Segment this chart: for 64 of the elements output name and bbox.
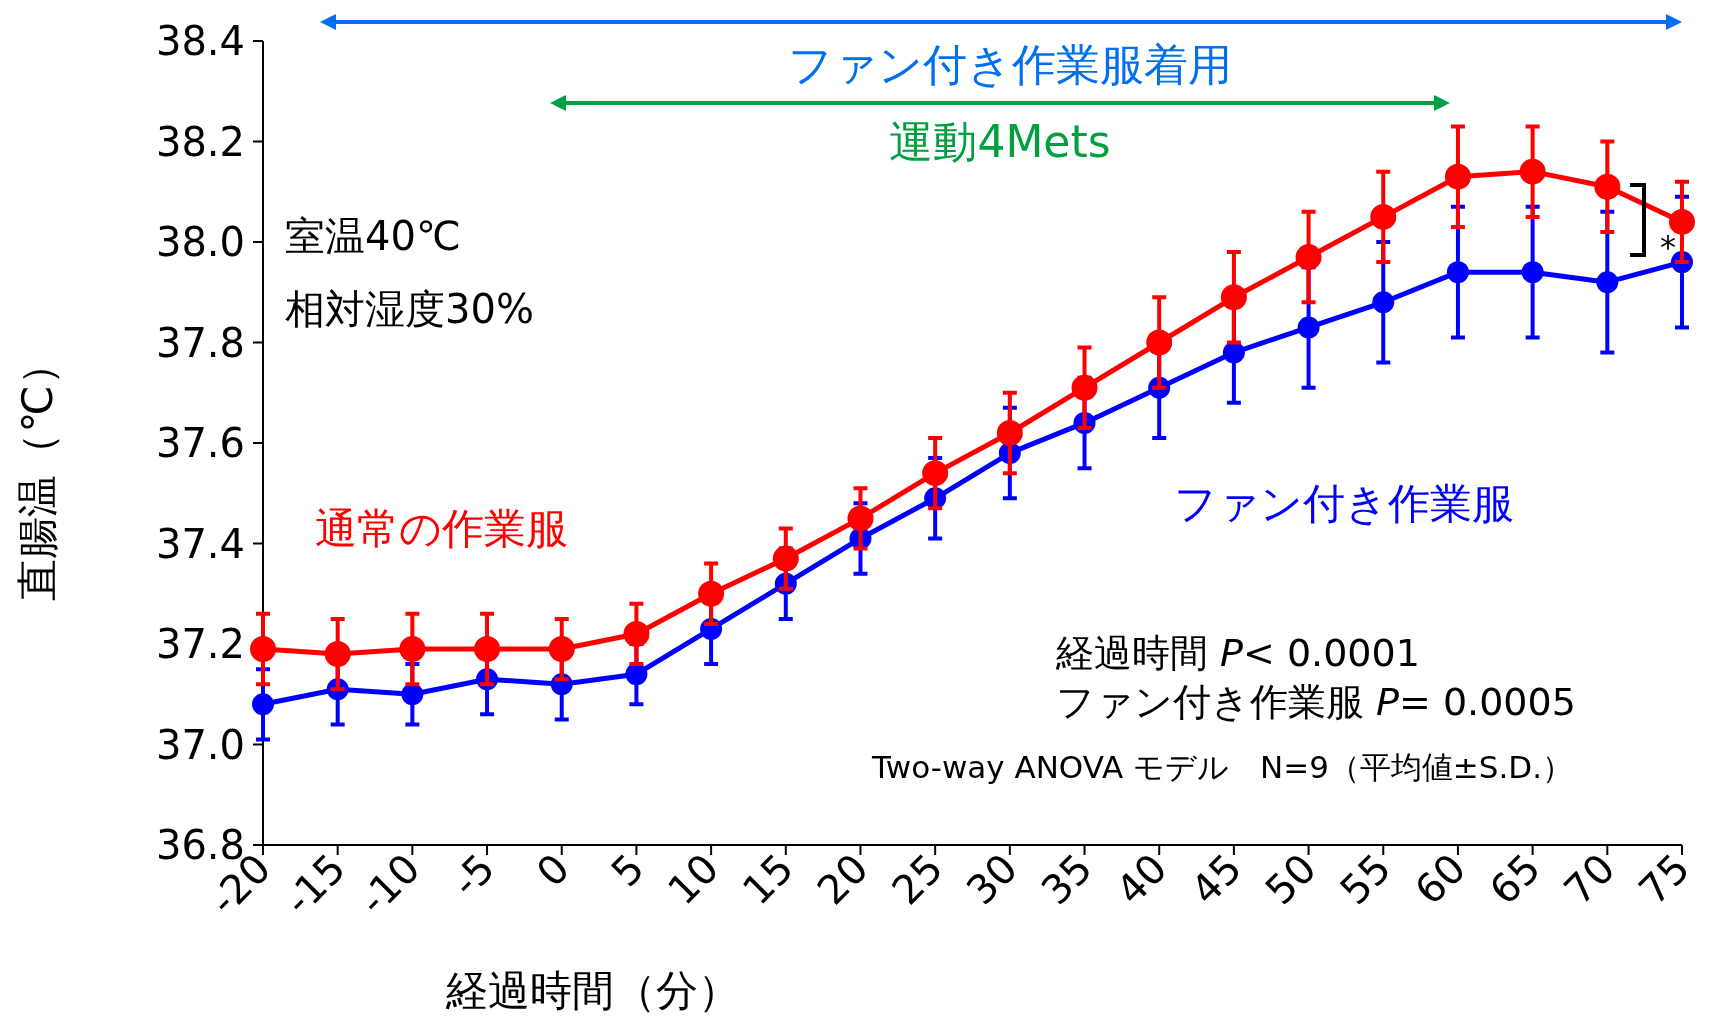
x-tick-label: 30 xyxy=(957,844,1027,914)
point xyxy=(1444,163,1471,190)
x-tick-label: 5 xyxy=(602,844,653,896)
y-tick-label: 37.0 xyxy=(155,721,245,768)
x-tick-label: -5 xyxy=(442,844,504,906)
point xyxy=(1519,158,1546,185)
point xyxy=(1521,261,1544,284)
x-tick-label: 60 xyxy=(1405,844,1475,914)
point xyxy=(623,620,650,647)
y-tick-label: 38.4 xyxy=(155,18,245,64)
x-tick-label: 15 xyxy=(733,844,803,914)
y-axis-title: 直腸温（℃） xyxy=(13,343,62,601)
series-label: ファン付き作業服 xyxy=(1174,479,1514,528)
point xyxy=(922,460,949,487)
x-tick-label: 50 xyxy=(1256,844,1325,914)
point xyxy=(1596,271,1619,294)
x-tick-label: 35 xyxy=(1032,844,1101,914)
point xyxy=(1446,261,1469,284)
annotation: Two-way ANOVA モデル N=9（平均値±S.D.） xyxy=(871,749,1574,785)
x-tick-label: 40 xyxy=(1107,844,1176,914)
point xyxy=(324,641,351,668)
x-tick-label: 75 xyxy=(1629,844,1699,914)
annotation: 相対湿度30% xyxy=(285,286,534,332)
x-axis-title: 経過時間（分） xyxy=(445,966,740,1015)
point xyxy=(1297,316,1320,339)
y-tick-label: 38.0 xyxy=(155,219,245,265)
annotation: 運動4Mets xyxy=(889,116,1111,167)
y-tick-label: 37.4 xyxy=(155,520,245,567)
point xyxy=(1669,208,1695,235)
annotation: * xyxy=(1660,228,1676,266)
point xyxy=(474,636,501,663)
y-tick-label: 37.6 xyxy=(155,420,245,466)
x-tick-label: 20 xyxy=(808,844,877,914)
x-tick-label: 0 xyxy=(527,844,579,896)
point xyxy=(401,683,424,706)
x-tick-label: 55 xyxy=(1331,844,1400,914)
point xyxy=(1372,291,1395,314)
y-tick-label: 37.8 xyxy=(155,319,245,366)
x-tick-label: 45 xyxy=(1181,844,1251,914)
point xyxy=(1220,284,1247,311)
point xyxy=(1295,244,1322,271)
annotation: 経過時間 P< 0.0001 xyxy=(1055,631,1420,675)
y-tick-label: 38.2 xyxy=(155,118,245,165)
point xyxy=(698,580,725,607)
x-tick-label: 25 xyxy=(883,844,952,914)
point xyxy=(847,505,874,532)
point xyxy=(1222,341,1245,364)
point xyxy=(1071,374,1098,401)
point xyxy=(399,636,426,663)
y-tick-label: 37.2 xyxy=(155,621,245,667)
annotation: 室温40℃ xyxy=(285,213,461,259)
point xyxy=(625,663,648,686)
x-tick-label: 10 xyxy=(658,844,728,914)
point xyxy=(1594,173,1621,200)
point xyxy=(1146,329,1173,356)
annotation: ファン付き作業服着用 xyxy=(788,39,1232,90)
point xyxy=(772,545,799,572)
point xyxy=(996,419,1023,446)
x-tick-label: 65 xyxy=(1480,844,1549,914)
annotation: ファン付き作業服 P= 0.0005 xyxy=(1056,680,1576,724)
x-tick-label: 70 xyxy=(1555,844,1624,914)
point xyxy=(548,636,575,663)
point xyxy=(1370,203,1397,230)
series-label: 通常の作業服 xyxy=(315,504,568,553)
